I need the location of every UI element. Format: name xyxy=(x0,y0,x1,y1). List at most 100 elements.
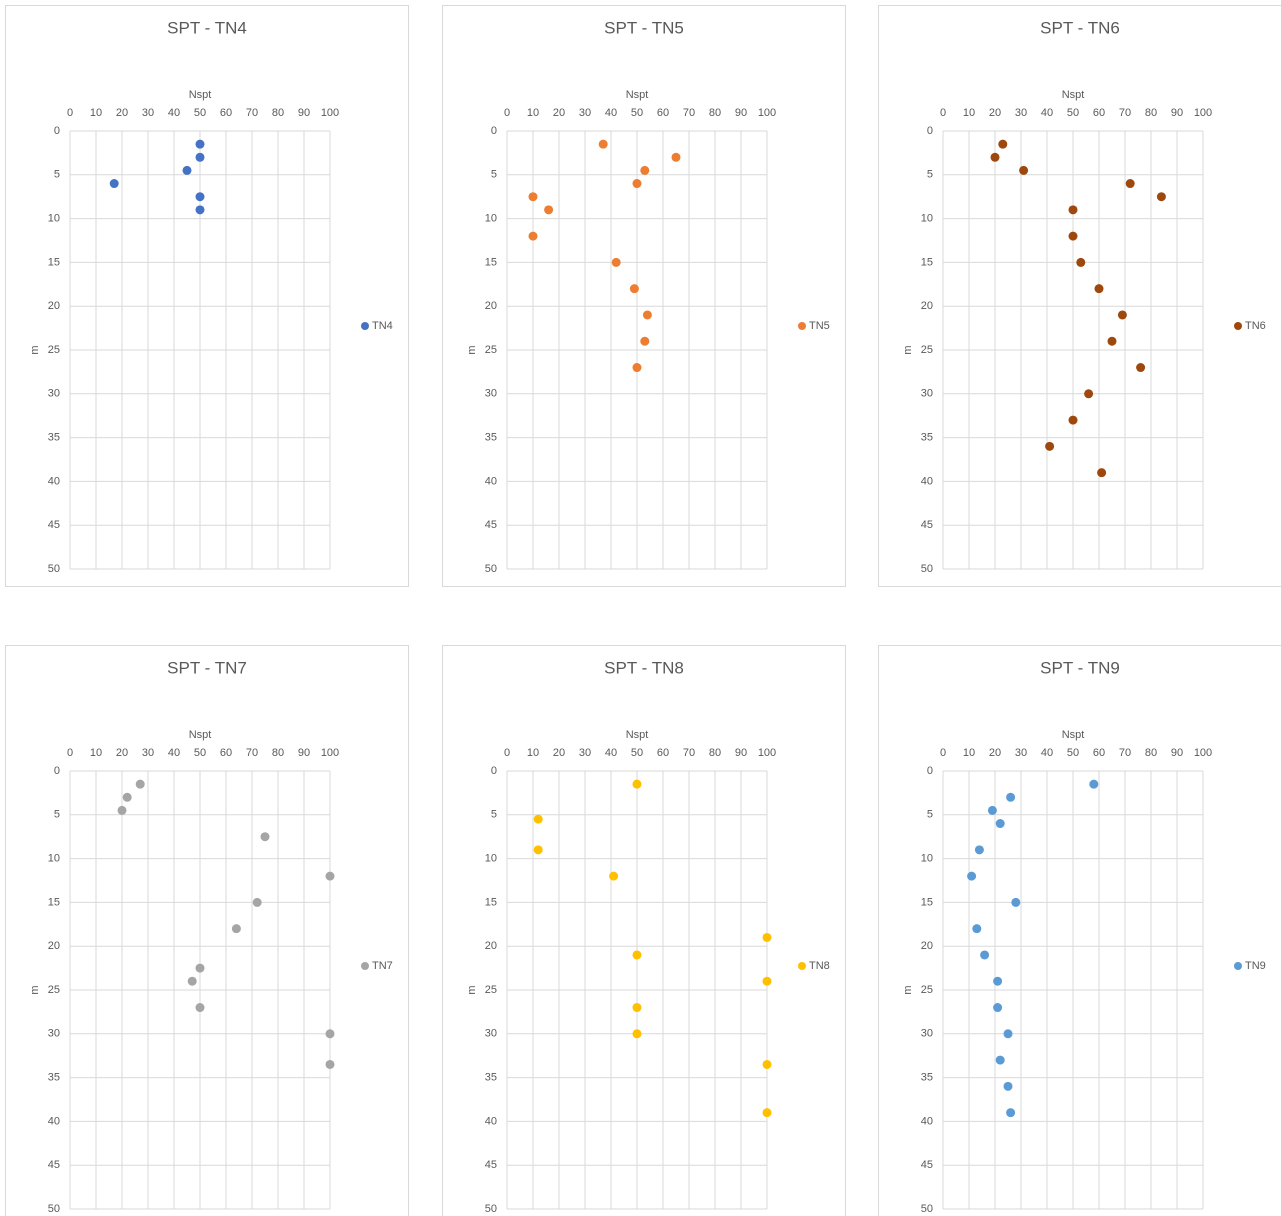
x-axis-label: Nspt xyxy=(1062,89,1085,101)
y-tick-label: 20 xyxy=(48,940,60,952)
x-tick-label: 20 xyxy=(989,107,1001,119)
data-point xyxy=(974,845,984,855)
y-tick-label: 20 xyxy=(485,300,497,312)
data-point xyxy=(195,152,205,162)
y-tick-label: 15 xyxy=(485,256,497,268)
data-point xyxy=(632,179,642,189)
x-axis-label: Nspt xyxy=(626,89,649,101)
x-tick-label: 20 xyxy=(553,107,565,119)
data-point xyxy=(231,924,241,934)
legend-label: TN7 xyxy=(372,960,393,972)
x-tick-label: 50 xyxy=(631,747,643,759)
data-point xyxy=(998,139,1008,149)
data-point xyxy=(122,792,132,802)
x-tick-label: 80 xyxy=(1145,747,1157,759)
x-tick-label: 40 xyxy=(168,107,180,119)
y-tick-label: 35 xyxy=(48,1072,60,1084)
y-tick-label: 40 xyxy=(485,475,497,487)
legend-label: TN8 xyxy=(809,960,830,972)
x-tick-label: 60 xyxy=(657,107,669,119)
panel-border xyxy=(5,5,409,587)
y-tick-label: 30 xyxy=(485,1028,497,1040)
data-point xyxy=(1097,468,1107,478)
y-tick-label: 30 xyxy=(921,1028,933,1040)
y-tick-label: 40 xyxy=(48,1115,60,1127)
x-tick-label: 20 xyxy=(553,747,565,759)
data-point xyxy=(972,924,982,934)
x-tick-label: 10 xyxy=(527,747,539,759)
y-tick-label: 0 xyxy=(927,125,933,137)
x-tick-label: 20 xyxy=(116,747,128,759)
y-tick-label: 30 xyxy=(485,388,497,400)
x-tick-label: 60 xyxy=(220,107,232,119)
x-tick-label: 40 xyxy=(605,747,617,759)
x-tick-label: 50 xyxy=(1067,747,1079,759)
data-point xyxy=(533,845,543,855)
x-tick-label: 0 xyxy=(67,747,73,759)
x-tick-label: 90 xyxy=(298,747,310,759)
x-tick-label: 0 xyxy=(67,107,73,119)
y-tick-label: 10 xyxy=(48,853,60,865)
data-point xyxy=(528,192,538,202)
y-tick-label: 20 xyxy=(48,300,60,312)
x-tick-label: 0 xyxy=(940,107,946,119)
data-point xyxy=(1156,192,1166,202)
y-tick-label: 20 xyxy=(485,940,497,952)
legend-label: TN5 xyxy=(809,320,830,332)
x-tick-label: 70 xyxy=(683,747,695,759)
x-tick-label: 60 xyxy=(657,747,669,759)
x-tick-label: 10 xyxy=(90,747,102,759)
data-point xyxy=(182,165,192,175)
data-point xyxy=(609,871,619,881)
data-point xyxy=(995,1055,1005,1065)
x-tick-label: 30 xyxy=(142,107,154,119)
chart-title: SPT - TN7 xyxy=(167,658,247,677)
data-point xyxy=(642,310,652,320)
y-tick-label: 0 xyxy=(54,765,60,777)
y-axis-label: m xyxy=(466,985,478,994)
y-tick-label: 5 xyxy=(491,169,497,181)
x-tick-label: 80 xyxy=(709,747,721,759)
legend-marker xyxy=(1234,962,1242,970)
y-tick-label: 50 xyxy=(48,1203,60,1215)
data-point xyxy=(1068,415,1078,425)
data-point xyxy=(611,257,621,267)
chart-panel: SPT - TN5 Nspt m 0 10 20 30 40 50 60 70 80 90 100 0 5 10… xyxy=(442,5,846,587)
y-axis-label: m xyxy=(466,345,478,354)
y-tick-label: 30 xyxy=(48,388,60,400)
x-tick-label: 90 xyxy=(298,107,310,119)
y-tick-label: 15 xyxy=(48,896,60,908)
data-point xyxy=(632,779,642,789)
y-tick-label: 50 xyxy=(921,1203,933,1215)
data-point xyxy=(1089,779,1099,789)
data-point xyxy=(187,976,197,986)
data-point xyxy=(762,1108,772,1118)
data-point xyxy=(632,363,642,373)
x-tick-label: 60 xyxy=(1093,747,1105,759)
y-axis-label: m xyxy=(29,985,41,994)
x-tick-label: 40 xyxy=(1041,107,1053,119)
y-tick-label: 40 xyxy=(48,475,60,487)
data-point xyxy=(995,819,1005,829)
data-point xyxy=(762,1059,772,1069)
data-point xyxy=(325,871,335,881)
chart-title: SPT - TN8 xyxy=(604,658,684,677)
y-tick-label: 25 xyxy=(921,984,933,996)
legend-marker xyxy=(361,962,369,970)
y-tick-label: 10 xyxy=(48,213,60,225)
y-tick-label: 35 xyxy=(485,432,497,444)
data-point xyxy=(1003,1081,1013,1091)
y-tick-label: 0 xyxy=(927,765,933,777)
legend-marker xyxy=(1234,322,1242,330)
x-tick-label: 0 xyxy=(504,107,510,119)
x-tick-label: 10 xyxy=(90,107,102,119)
chart-panel: SPT - TN9 Nspt m 0 10 20 30 40 50 60 70 80 90 100 0 5 10… xyxy=(878,645,1281,1216)
chart-panel: SPT - TN7 Nspt m 0 10 20 30 40 50 60 70 80 90 100 0 5 10… xyxy=(5,645,409,1216)
x-tick-label: 80 xyxy=(272,747,284,759)
x-tick-label: 100 xyxy=(321,747,339,759)
x-tick-label: 80 xyxy=(709,107,721,119)
data-point xyxy=(117,805,127,815)
y-tick-label: 20 xyxy=(921,940,933,952)
data-point xyxy=(640,165,650,175)
data-point xyxy=(325,1029,335,1039)
